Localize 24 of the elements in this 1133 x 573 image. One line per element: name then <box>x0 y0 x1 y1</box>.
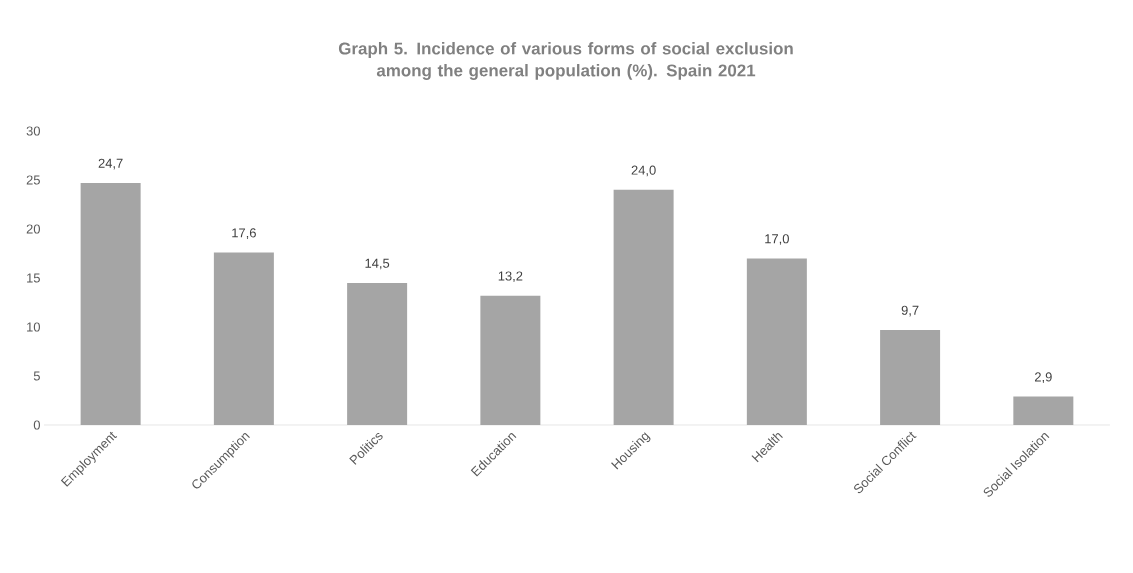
chart-title: Graph 5. Incidence of various forms of social exclusion among the general population (%). Spain 2021 <box>338 42 793 80</box>
bar <box>746 258 807 425</box>
data-label: 17,6 <box>232 228 256 239</box>
data-label: 13,2 <box>498 271 523 283</box>
y-tick-label: 20 <box>26 224 40 234</box>
bar <box>1013 396 1074 425</box>
y-tick-label: 15 <box>27 273 40 283</box>
bar <box>613 189 674 425</box>
data-label: 9,7 <box>901 305 919 317</box>
y-tick-label: 25 <box>26 175 40 185</box>
data-label: 24,7 <box>98 158 123 170</box>
bar <box>213 252 274 425</box>
data-label: 24,0 <box>631 165 656 177</box>
data-label: 14,5 <box>365 258 390 270</box>
y-tick-label: 5 <box>33 371 40 381</box>
bar <box>80 182 141 425</box>
data-label: 17,0 <box>765 234 789 245</box>
bar <box>347 282 408 425</box>
y-tick-label: 30 <box>26 126 40 136</box>
y-tick-label: 0 <box>33 420 40 430</box>
y-tick-label: 10 <box>27 322 40 332</box>
data-label: 2,9 <box>1034 372 1052 384</box>
bar <box>880 329 941 425</box>
bar <box>480 295 541 425</box>
